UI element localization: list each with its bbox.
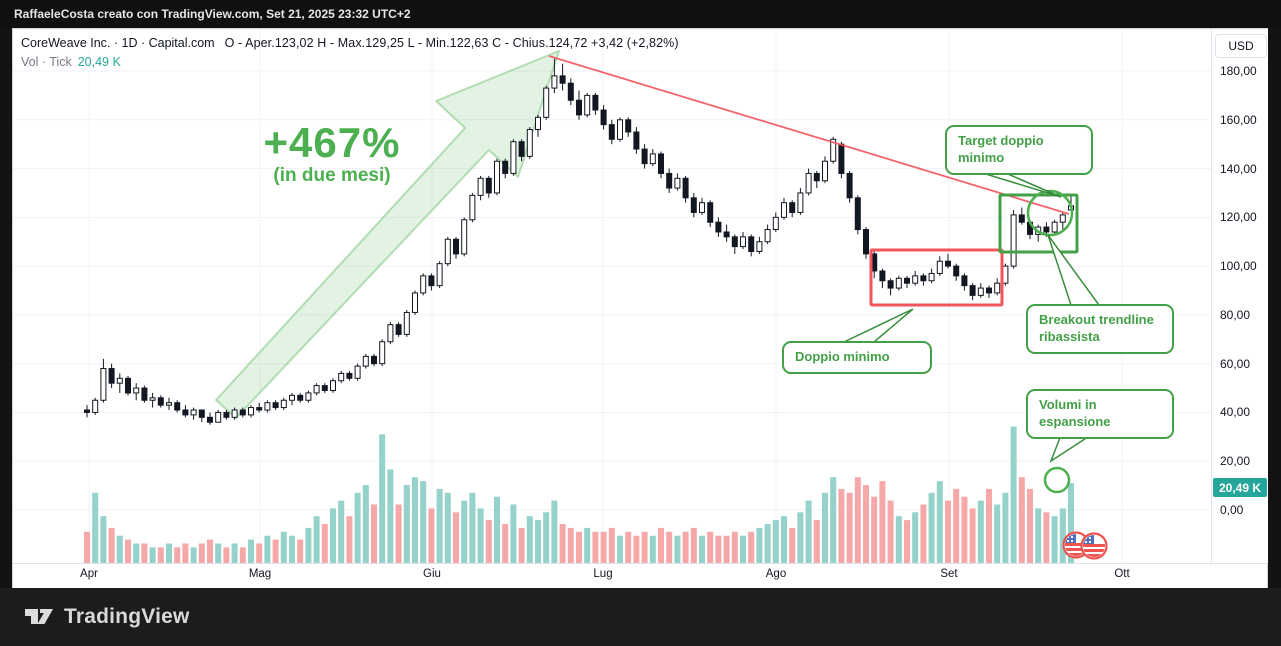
- callout-volumi-espansione[interactable]: Volumi in espansione: [1026, 389, 1174, 439]
- price-tick: 0,00: [1220, 503, 1244, 517]
- price-tick: 80,00: [1220, 307, 1251, 322]
- ohlc-values: O - Aper.123,02 H - Max.129,25 L - Min.1…: [224, 36, 679, 50]
- time-tick: Ott: [1114, 568, 1130, 580]
- time-tick: Giu: [423, 568, 441, 580]
- candlestick-chart[interactable]: [13, 29, 1211, 563]
- breakout-callout-beak: [1047, 234, 1101, 306]
- candles: [84, 58, 1074, 425]
- gain-annotation[interactable]: +467% (in due mesi): [249, 121, 415, 187]
- downtrend-line[interactable]: [548, 55, 1070, 215]
- attribution-bar: RaffaeleCosta creato con TradingView.com…: [0, 0, 1281, 28]
- breakout-circle[interactable]: [1026, 189, 1074, 237]
- time-tick: Apr: [80, 568, 98, 580]
- price-tick: 140,00: [1220, 161, 1257, 176]
- symbol-title: CoreWeave Inc. · 1D · Capital.com: [21, 36, 215, 50]
- chart-panel: CoreWeave Inc. · 1D · Capital.com O - Ape…: [12, 28, 1268, 588]
- currency-button[interactable]: USD: [1215, 34, 1267, 58]
- callout-target-doppio-minimo[interactable]: Target doppio minimo: [945, 125, 1093, 175]
- price-tick: 160,00: [1220, 112, 1257, 127]
- price-tick: 120,00: [1220, 210, 1257, 225]
- volumi-callout-beak: [1049, 434, 1094, 463]
- time-tick: Lug: [593, 568, 613, 580]
- price-tick: 20,00: [1220, 454, 1251, 469]
- volume-value: 20,49 K: [77, 55, 121, 69]
- volume-badge: 20,49 K: [1213, 478, 1267, 497]
- time-tick: Set: [940, 568, 958, 580]
- time-tick: Ago: [765, 568, 787, 580]
- target-callout-beak: [975, 170, 1062, 198]
- symbol-line: CoreWeave Inc. · 1D · Capital.com O - Ape…: [21, 34, 679, 53]
- uptrend-arrow[interactable]: [215, 50, 560, 419]
- gain-subtitle: (in due mesi): [273, 165, 391, 186]
- gridlines: [13, 29, 1211, 563]
- double-bottom-box[interactable]: [869, 248, 1004, 307]
- volume-bars: [84, 426, 1074, 563]
- callout-doppio-minimo[interactable]: Doppio minimo: [782, 341, 932, 374]
- gain-percent: +467%: [263, 119, 401, 166]
- us-flag-icon[interactable]: [1080, 532, 1108, 560]
- price-tick: 60,00: [1220, 356, 1251, 371]
- volume-legend: Vol · Tick 20,49 K: [21, 55, 121, 69]
- time-tick: Mag: [248, 568, 272, 580]
- callout-breakout-trendline[interactable]: Breakout trendline ribassista: [1026, 304, 1174, 354]
- doppio-callout-beak: [843, 308, 914, 343]
- price-tick: 180,00: [1220, 63, 1257, 78]
- price-axis[interactable]: USD 180,00 160,00 140,00 120,00 100,00 80,00 6…: [1211, 29, 1268, 563]
- volume-circle[interactable]: [1043, 466, 1071, 494]
- symbol-legend[interactable]: CoreWeave Inc. · 1D · Capital.com O - Ape…: [21, 34, 679, 72]
- time-axis[interactable]: Apr Mag Giu Lug Ago Set Ott: [13, 563, 1267, 588]
- attribution-text: RaffaeleCosta creato con TradingView.com…: [14, 7, 411, 21]
- footer-bar: TradingView: [0, 588, 1281, 646]
- tradingview-brand[interactable]: TradingView: [64, 605, 190, 628]
- tradingview-logo-icon[interactable]: [24, 605, 54, 629]
- price-tick: 40,00: [1220, 405, 1251, 420]
- price-tick: 100,00: [1220, 259, 1257, 274]
